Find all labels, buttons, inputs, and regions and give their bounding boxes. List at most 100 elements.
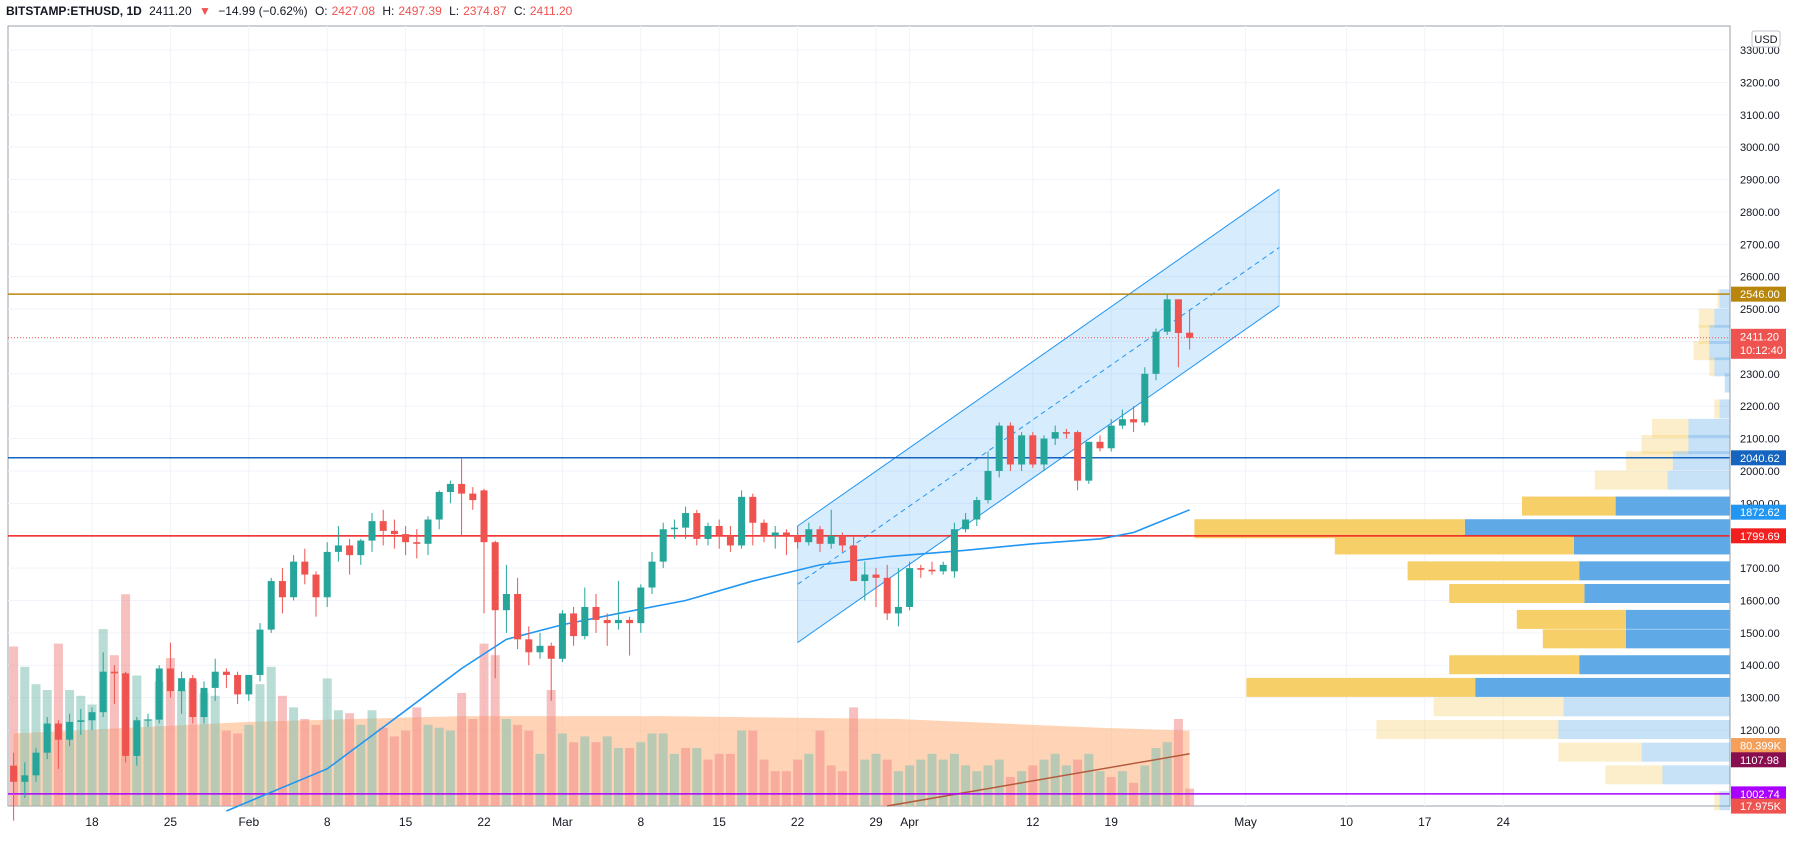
low-value: 2374.87 <box>463 4 507 18</box>
volume-bar <box>1017 771 1027 806</box>
candle-body <box>682 513 690 528</box>
y-tick-label: 2600.00 <box>1740 272 1780 284</box>
volume-bar <box>356 724 366 806</box>
volume-bar <box>367 710 377 806</box>
price-axis[interactable]: 1200.00 1300.00 1400.00 1500.00 1600.00 1700.… <box>1740 45 1780 737</box>
candle-body <box>99 671 107 713</box>
high-value: 2497.39 <box>398 4 442 18</box>
candle-body <box>536 645 544 653</box>
volume-bar <box>725 753 735 806</box>
x-tick-label: Apr <box>900 815 919 829</box>
y-tick-label: 1600.00 <box>1740 595 1780 607</box>
change-arrow-icon: ▼ <box>198 4 211 18</box>
axis-label-box <box>1731 450 1786 466</box>
volume-bar <box>591 742 601 806</box>
volume-bar <box>714 753 724 806</box>
volume-trend-line <box>887 753 1190 807</box>
volume-profile-down-bar <box>1714 399 1720 419</box>
candle-body <box>1085 441 1093 481</box>
candles <box>10 294 1194 821</box>
volume-bar <box>188 681 198 806</box>
candle-body <box>357 540 365 556</box>
volume-bar <box>389 736 399 806</box>
volume-bar <box>1095 771 1105 806</box>
volume-bar <box>905 765 915 806</box>
high-label: H: <box>382 4 395 18</box>
candle-body <box>962 519 970 530</box>
axis-label-box <box>1731 504 1786 520</box>
volume-profile-down-bar <box>1194 519 1465 539</box>
candle-body <box>256 629 264 675</box>
volume-bar <box>445 730 455 806</box>
candle-body <box>1029 435 1037 465</box>
volume-bar <box>815 730 825 806</box>
candle-body <box>984 470 992 501</box>
ma-line <box>226 509 1190 812</box>
volume-profile-down-bar <box>1693 341 1710 361</box>
volume-bar <box>837 771 847 806</box>
candle-body <box>1163 299 1171 332</box>
volume-profile-down-bar <box>1516 609 1626 629</box>
volume-bar <box>546 690 556 806</box>
candle-body <box>122 673 130 756</box>
volume-bar <box>333 710 343 806</box>
currency-badge[interactable] <box>1751 30 1781 48</box>
volume-bar <box>154 681 164 806</box>
volume-profile-up-bar <box>1558 720 1730 739</box>
volume-bar <box>1106 777 1116 806</box>
candle-body <box>144 719 152 721</box>
volume-bar <box>1005 777 1015 806</box>
volume-profile-up-bar <box>1719 791 1730 811</box>
candle-body <box>166 668 174 692</box>
y-tick-label: 1200.00 <box>1740 725 1780 737</box>
volume-bar <box>76 695 86 806</box>
candle-body <box>323 551 331 598</box>
candle-body <box>547 645 555 659</box>
x-tick-label: 8 <box>637 815 644 829</box>
candle-body <box>32 752 40 776</box>
candle-body <box>312 574 320 598</box>
volume-bar <box>289 707 299 806</box>
candle-body <box>413 542 421 544</box>
axis-label-subtext: 10:12:40 <box>1740 345 1783 357</box>
volume-bar <box>277 695 287 806</box>
symbol-label[interactable]: BITSTAMP:ETHUSD, 1D <box>6 4 142 18</box>
volume-bar <box>9 646 19 806</box>
volume-profile-down-bar <box>1698 324 1710 344</box>
x-tick-label: Mar <box>552 815 573 829</box>
axis-label-text: 2411.20 <box>1740 331 1779 343</box>
volume-profile-up-bar <box>1641 742 1730 762</box>
time-axis[interactable]: 18 25 Feb 8 15 22 Mar 8 15 22 29 Apr 12 19 May 10 17 24 <box>85 815 1510 829</box>
volume-bar <box>1073 759 1083 806</box>
y-tick-label: 2500.00 <box>1740 304 1780 316</box>
last-price: 2411.20 <box>149 4 192 18</box>
volume-bar <box>87 704 97 806</box>
axis-label-box <box>1731 786 1786 802</box>
y-tick-label: 3200.00 <box>1740 77 1780 89</box>
candle-body <box>973 500 981 520</box>
volume-profile-up-bar <box>1626 609 1730 629</box>
volume-bar <box>401 730 411 806</box>
candle-body <box>368 521 376 541</box>
candle-body <box>525 639 533 653</box>
regression-channel[interactable] <box>797 188 1280 643</box>
volume-bar <box>781 771 791 806</box>
candle-body <box>43 723 51 753</box>
volume-bar <box>1173 719 1183 806</box>
channel-lower-line <box>797 305 1280 643</box>
volume-profile-down-bar <box>1376 720 1559 739</box>
volume-profile-down-bar <box>1522 496 1616 516</box>
horizontal-lines[interactable] <box>8 293 1730 795</box>
price-axis-labels: 2546.00 2411.20 10:12:40 2040.62 1872.62 1799… <box>1731 286 1786 814</box>
x-tick-label: May <box>1234 815 1257 829</box>
volume-bar <box>143 719 153 806</box>
volume-bar <box>490 655 500 806</box>
candle-body <box>88 712 96 721</box>
candle-body <box>435 492 443 520</box>
volume-profile-down-bar <box>1594 470 1668 490</box>
y-tick-label: 3100.00 <box>1740 110 1780 122</box>
candle-body <box>794 535 802 543</box>
y-tick-label: 1300.00 <box>1740 693 1780 705</box>
candle-body <box>1174 299 1182 334</box>
